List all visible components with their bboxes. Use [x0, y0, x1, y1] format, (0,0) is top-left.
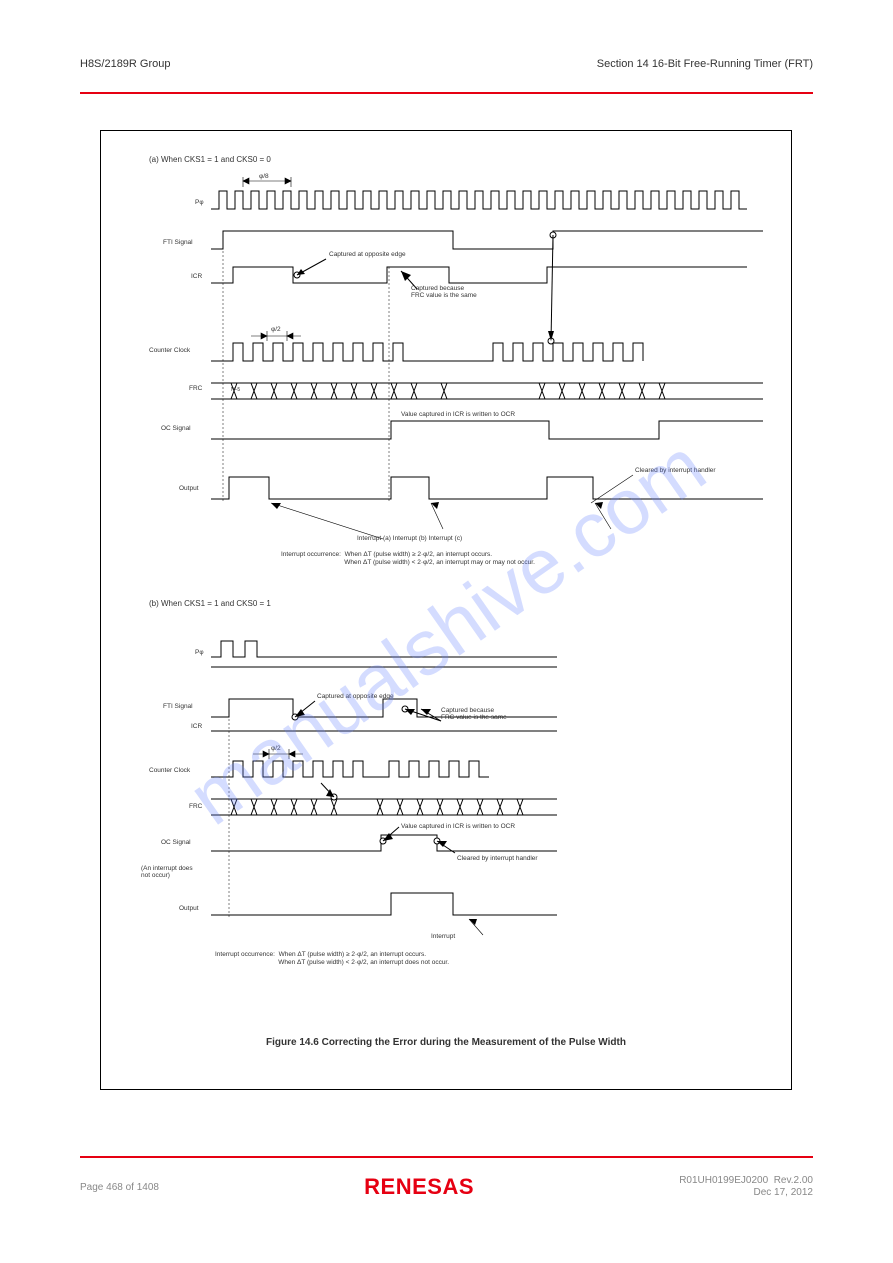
label-pphi-b: Pφ	[195, 649, 204, 656]
label-counterclock-a: Counter Clock	[149, 347, 190, 354]
label-interrupt-detail-b: Interrupt occurrence: When ΔT (pulse wid…	[215, 951, 449, 968]
label-cleared-a: Cleared by interrupt handler	[635, 467, 716, 474]
label-ocr-written-a: Value captured in ICR is written to OCR	[401, 411, 515, 418]
label-icr-a: ICR	[191, 273, 202, 280]
label-frc-b: FRC	[189, 803, 202, 810]
label-captured-same-a: Captured becauseFRC value is the same	[411, 285, 477, 299]
label-ocr-written-b: Value captured in ICR is written to OCR	[401, 823, 515, 830]
timing-diagram-a	[101, 171, 793, 551]
label-interrupts-a: Interrupt (a) Interrupt (b) Interrupt (c…	[357, 535, 462, 542]
page-header: H8S/2189R Group Section 14 16-Bit Free-R…	[80, 58, 813, 70]
timing-diagram-b	[101, 619, 793, 979]
frc-val-a-0: N–5	[231, 387, 240, 393]
label-phi8-a: φ/8	[259, 173, 269, 180]
header-left: H8S/2189R Group	[80, 58, 171, 70]
label-interrupt-detail-a: Interrupt occurrence: When ΔT (pulse wid…	[281, 551, 535, 568]
page: H8S/2189R Group Section 14 16-Bit Free-R…	[0, 0, 893, 1263]
label-fti-a: FTI Signal	[163, 239, 193, 246]
label-captured-opp-a: Captured at opposite edge	[329, 251, 406, 258]
figure-caption: Figure 14.6 Correcting the Error during …	[101, 1037, 791, 1048]
caption-a: (a) When CKS1 = 1 and CKS0 = 0	[149, 155, 271, 164]
label-counterclock-b: Counter Clock	[149, 767, 190, 774]
footer-left: Page 468 of 1408	[80, 1182, 159, 1193]
label-fti-b: FTI Signal	[163, 703, 193, 710]
label-captured-same-b: Captured becauseFRC value is the same	[441, 707, 507, 721]
header-right: Section 14 16-Bit Free-Running Timer (FR…	[597, 58, 813, 70]
label-captured-opp-b: Captured at opposite edge	[317, 693, 394, 700]
label-output-a: Output	[179, 485, 199, 492]
label-interrupt-b: Interrupt	[431, 933, 455, 940]
header-rule	[80, 92, 813, 94]
label-output-b: Output	[179, 905, 199, 912]
label-phi2-b: φ/2	[271, 745, 281, 752]
label-oc-a: OC Signal	[161, 425, 191, 432]
label-oc-b: OC Signal	[161, 839, 191, 846]
footer-rule	[80, 1156, 813, 1158]
renesas-logo: RENESAS	[364, 1174, 474, 1200]
caption-b: (b) When CKS1 = 1 and CKS0 = 1	[149, 599, 271, 608]
label-phi2-a: φ/2	[271, 326, 281, 333]
label-frc-a: FRC	[189, 385, 202, 392]
diagram-frame: (a) When CKS1 = 1 and CKS0 = 0	[100, 130, 792, 1090]
label-pphi-a: Pφ	[195, 199, 204, 206]
footer-right: R01UH0199EJ0200 Rev.2.00 Dec 17, 2012	[679, 1175, 813, 1199]
label-icr-b: ICR	[191, 723, 202, 730]
label-no-int-b: (An interrupt doesnot occur)	[141, 865, 193, 879]
page-footer: Page 468 of 1408 RENESAS R01UH0199EJ0200…	[80, 1174, 813, 1200]
label-cleared-b: Cleared by interrupt handler	[457, 855, 538, 862]
